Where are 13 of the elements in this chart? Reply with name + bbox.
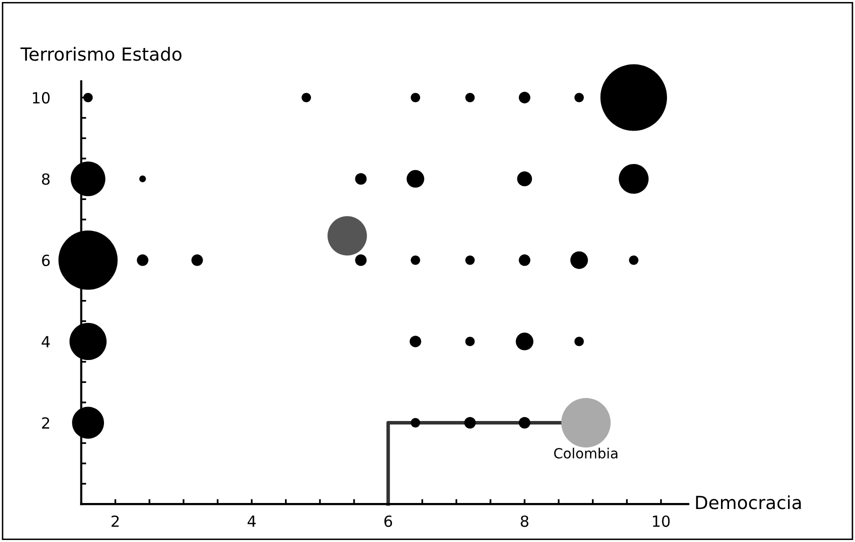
x-axis-title: Democracia xyxy=(696,495,801,510)
y-tick-label: 4 xyxy=(42,336,50,348)
y-tick-label: 2 xyxy=(42,417,50,429)
x-tick-label: 6 xyxy=(384,515,392,527)
y-axis-title: Terrorismo Estado xyxy=(20,46,182,61)
x-tick-label: 10 xyxy=(652,515,670,527)
x-tick-label: 8 xyxy=(520,515,528,527)
y-tick-label: 6 xyxy=(42,254,50,266)
y-tick-label: 10 xyxy=(32,92,50,104)
x-tick-label: 2 xyxy=(112,515,119,527)
x-tick-label: 4 xyxy=(248,516,256,527)
y-tick-label: 8 xyxy=(42,173,50,185)
annotation: Colombia xyxy=(554,448,618,459)
